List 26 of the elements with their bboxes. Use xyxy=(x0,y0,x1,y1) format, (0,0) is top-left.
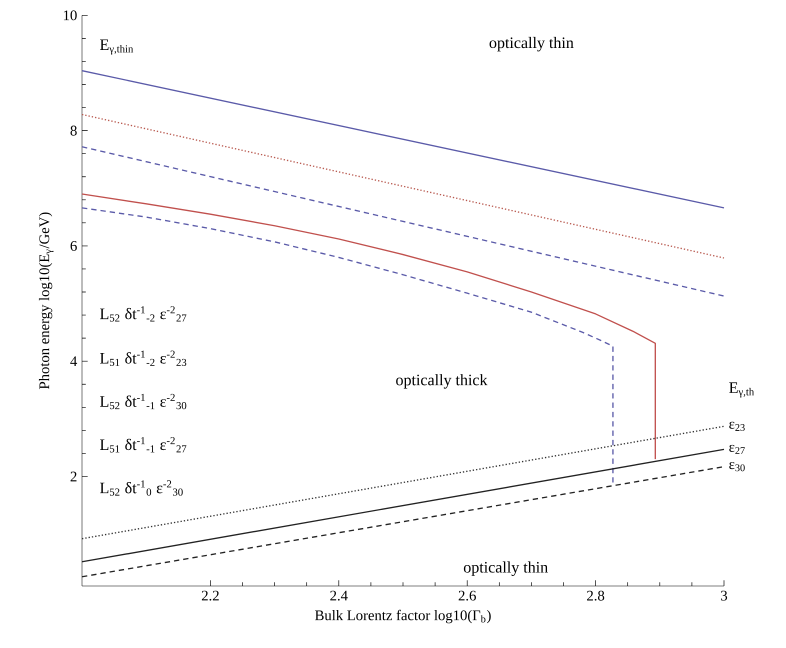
line-series xyxy=(81,193,656,460)
annotation: L$_{51}$ δt$^{-1}$$_{-1}$ ε$^{-2}$27 xyxy=(100,437,186,452)
x-tick-label: 2.6 xyxy=(458,590,476,601)
x-tick-label: 2.4 xyxy=(330,590,348,601)
annotation: L$_{52}$ δt$^{-1}$$_{0}$ ε$^{-2}$30 xyxy=(100,480,183,496)
annotation: optically thin xyxy=(490,36,574,52)
annotation: E$_{γ,thin}$ xyxy=(100,39,134,55)
y-axis-title: Photon energy log10(E$_{γ}$/GeV) xyxy=(38,212,54,390)
y-tick-label: 8 xyxy=(70,126,77,136)
y-tick-label: 10 xyxy=(64,10,77,20)
annotation: L$_{52}$ δt$^{-1}$$_{-1}$ ε$^{-2}$30 xyxy=(100,394,186,410)
annotation: optically thick xyxy=(396,374,488,389)
annotation: optically thin xyxy=(464,561,548,576)
x-tick-label: 2.8 xyxy=(587,590,604,601)
text: E$_{γ,th}$ xyxy=(729,382,754,398)
annotation: L$_{52}$ δt$^{-1}$$_{-2}$ ε$^{-2}$27 xyxy=(100,306,186,322)
y-tick-label: 6 xyxy=(70,240,77,251)
series-label: ε$_{30}$ xyxy=(729,462,745,472)
y-tick-label: 4 xyxy=(70,356,78,366)
annotation: L$_{51}$ δt$^{-1}$$_{-2}$ ε$^{-2}$23 xyxy=(100,350,186,366)
series-label: ε$_{23}$ xyxy=(729,422,745,431)
x-tick-label: 2.2 xyxy=(202,590,219,601)
x-axis-title: Bulk Lorentz factor log10(Γ$_{b}$) xyxy=(315,610,491,624)
series-label: ε$_{27}$ xyxy=(729,444,745,454)
x-tick-label: 3 xyxy=(721,590,728,601)
y-tick-label: 2 xyxy=(70,472,76,482)
